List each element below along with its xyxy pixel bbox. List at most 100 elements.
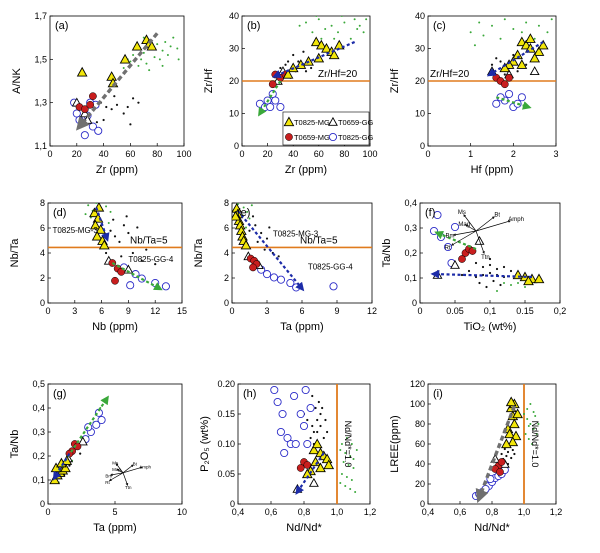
point-black-dot	[248, 229, 251, 232]
y-tick-label: 20	[415, 479, 425, 489]
point-t0825-mg	[533, 273, 545, 284]
x-tick-label: 3	[72, 306, 77, 316]
point-t0825-mg	[98, 239, 110, 250]
point-t0825-gg	[303, 439, 312, 449]
point-black-dot	[109, 229, 112, 232]
point-black-dot	[467, 269, 471, 273]
point-black-dot	[120, 255, 123, 258]
plot-area	[429, 210, 545, 292]
x-tick-label: 0,4	[422, 507, 435, 517]
panel-label: (a)	[55, 20, 68, 32]
point-green-dot	[520, 31, 523, 34]
panel-b: 0 20 40 60 80 100 0 10 20 30 40 Zr (ppm) Zr/Hf Zr/Hf=…	[203, 11, 378, 176]
point-green-dot	[344, 485, 347, 487]
point-t0825-gg	[278, 409, 287, 419]
plot-area	[471, 384, 540, 504]
vector-label: Mag	[112, 467, 121, 472]
point-t0825-mg	[89, 207, 100, 218]
x-tick-label: 0	[229, 306, 234, 316]
point-black-dot	[488, 257, 492, 261]
point-t0825-mg	[315, 462, 326, 473]
y-tick-label: 8	[40, 198, 45, 208]
point-green-dot	[164, 41, 167, 43]
point-t0659-gg	[327, 116, 338, 126]
point-t0825-mg	[240, 239, 252, 250]
point-t0825-gg	[262, 270, 272, 279]
panel-label: (h)	[243, 388, 256, 400]
y-tick-label: 40	[415, 11, 425, 21]
x-axis-label: Ta (ppm)	[93, 522, 136, 534]
vector-label: Bm	[105, 473, 112, 478]
point-green-dot	[105, 205, 108, 208]
point-green-dot	[353, 18, 356, 21]
y-tick-label: 0	[420, 499, 425, 509]
vector-label: Ms	[112, 460, 119, 465]
point-black-dot	[474, 275, 478, 279]
point-black-dot	[113, 95, 116, 98]
point-t0825-mg	[525, 33, 536, 43]
x-tick-label: 0,8	[298, 507, 311, 517]
plot-area	[270, 384, 358, 504]
point-t0825-gg	[291, 439, 300, 449]
y-tick-label: 120	[410, 379, 425, 389]
point-t0659-mg	[285, 133, 293, 141]
y-tick-label: 60	[415, 439, 425, 449]
point-t0825-mg	[505, 396, 517, 407]
point-green-dot	[166, 54, 169, 56]
y-tick-label: 0,3	[404, 223, 417, 233]
vector-ttn	[122, 472, 129, 486]
point-black-dot	[122, 112, 125, 115]
point-t0825-gg	[269, 273, 279, 282]
point-black-dot	[306, 418, 309, 422]
point-black-dot	[284, 63, 287, 66]
point-green-dot	[550, 18, 553, 21]
point-black-dot	[481, 265, 485, 269]
point-black-dot	[495, 57, 498, 60]
point-t0825-mg	[91, 230, 103, 241]
y-axis-label: P₂O₅ (wt%)	[199, 416, 211, 472]
point-t0825-mg	[315, 39, 327, 50]
x-tick-label: 9	[334, 306, 339, 316]
y-tick-label: 0,4	[32, 403, 45, 413]
x-tick-label: 0	[417, 306, 422, 316]
point-green-dot	[343, 21, 346, 24]
vector-label: Ttn	[125, 485, 132, 490]
vector-label: Rt	[105, 480, 110, 485]
point-t0659-mg	[89, 92, 97, 101]
point-t0825-mg	[119, 53, 131, 64]
point-black-dot	[502, 265, 506, 269]
point-black-dot	[104, 251, 108, 255]
y-tick-label: 10	[415, 109, 425, 119]
point-black-dot	[311, 424, 314, 428]
y-tick-label: 40	[229, 11, 239, 21]
point-black-dot	[95, 121, 98, 124]
point-black-dot	[509, 269, 513, 273]
point-t0825-mg	[516, 59, 528, 69]
point-t0825-mg	[131, 40, 143, 51]
point-green-dot	[132, 54, 135, 56]
point-black-dot	[488, 271, 492, 275]
point-green-dot	[137, 64, 140, 67]
point-green-dot	[510, 284, 512, 286]
vector-label: Ms	[458, 210, 466, 216]
trend-arrow	[272, 40, 356, 79]
point-black-dot	[268, 226, 271, 229]
x-tick-label: 0.05	[446, 306, 464, 316]
vector-bt	[122, 464, 134, 474]
point-black-dot	[122, 224, 126, 227]
reference-line-label: Zr/Hf=20	[430, 69, 470, 80]
point-t0825-mg	[311, 438, 323, 449]
point-black-dot	[279, 66, 282, 70]
x-axis-label: Hf (ppm)	[471, 164, 514, 176]
plot-area	[232, 203, 372, 292]
point-black-dot	[326, 430, 329, 434]
point-green-dot	[129, 60, 132, 63]
point-t0825-gg	[92, 420, 101, 429]
vector-label: Bt	[133, 462, 138, 467]
point-green-dot	[142, 36, 145, 39]
point-t0825-mg	[507, 436, 519, 447]
point-green-dot	[345, 476, 348, 478]
point-black-dot	[503, 73, 506, 76]
panel-g: 0 5 10 0 0,1 0,2 0,3 0,4 0,5 Ta (ppm) Ta/Nb Ms BtAmp…	[9, 379, 187, 534]
